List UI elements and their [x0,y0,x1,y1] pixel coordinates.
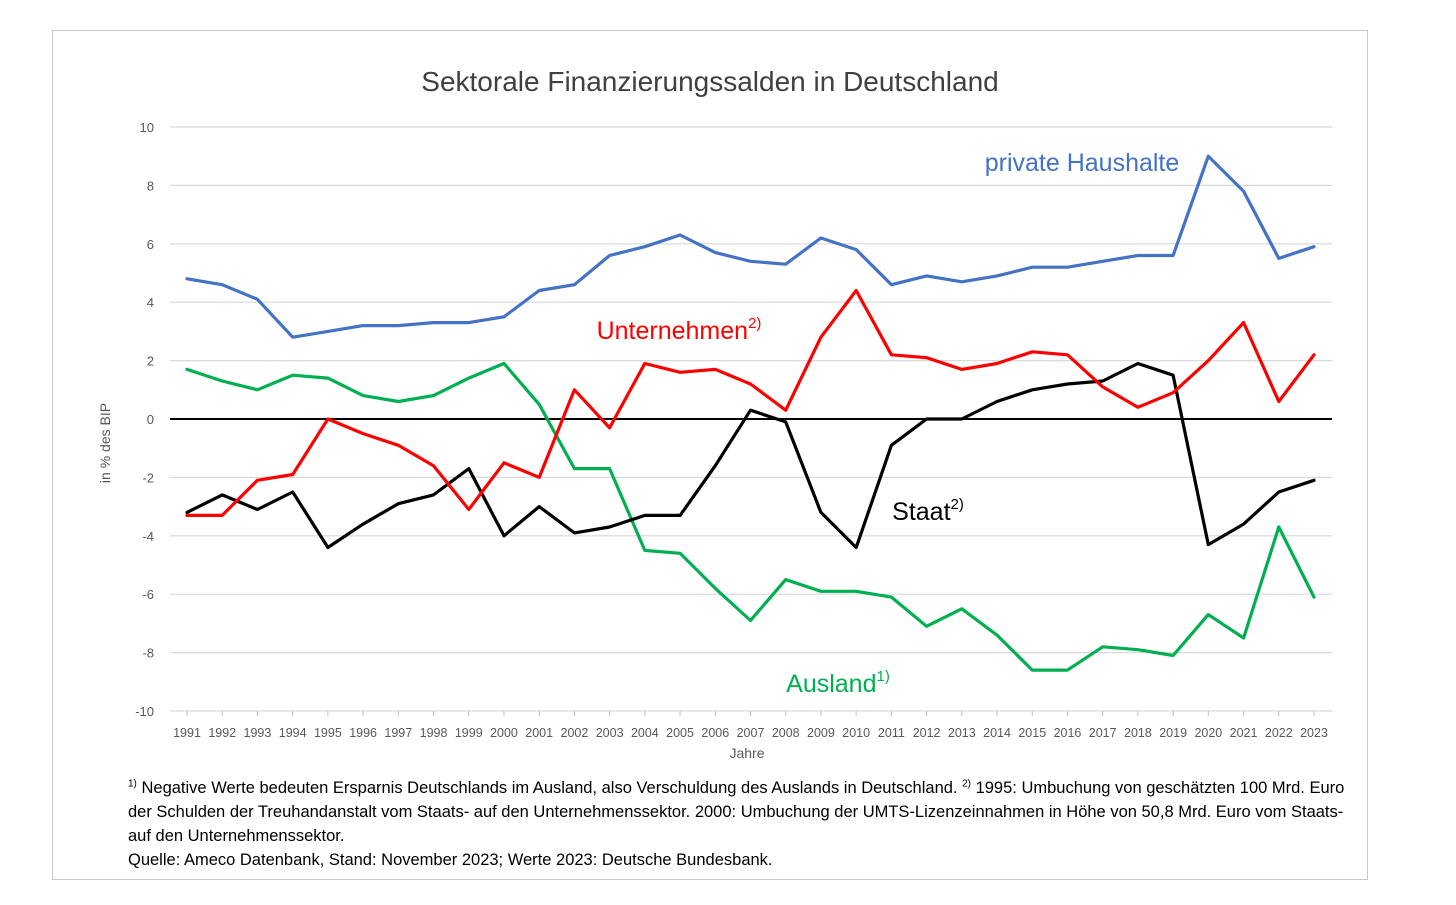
y-tick-label: -4 [142,529,154,544]
x-axis-label: Jahre [729,745,764,761]
x-tick-label: 2002 [561,726,589,740]
x-tick-label: 1991 [173,726,201,740]
x-tick-label: 1992 [208,726,236,740]
x-tick-label: 2012 [913,726,941,740]
series-line-ausland [185,361,1316,672]
footnote-source: Quelle: Ameco Datenbank, Stand: November… [128,851,773,869]
x-tick-label: 2018 [1124,726,1152,740]
x-tick-label: 2005 [666,726,694,740]
chart-frame [52,30,1368,880]
series-line-private-haushalte [185,154,1316,339]
x-tick-label: 2006 [701,726,729,740]
y-tick-label: 6 [147,237,154,252]
y-tick-label: -10 [135,704,154,719]
x-tick-label: 2021 [1230,726,1258,740]
footnote-marker-1: 1) [128,778,137,790]
x-tick-label: 2020 [1194,726,1222,740]
footnote-notes: 1) Negative Werte bedeuten Ersparnis Deu… [128,776,1348,848]
footnote-text-1: Negative Werte bedeuten Ersparnis Deutsc… [136,779,963,797]
y-tick-label: 0 [147,412,154,427]
footnote-text-2: 1995: Umbuchung von geschätzten 100 Mrd.… [128,779,1345,845]
series-label-staat: Staat2) [892,496,964,526]
x-tick-label: 2004 [631,726,659,740]
x-tick-label: 2015 [1018,726,1046,740]
y-tick-label: 2 [147,354,154,369]
y-tick-label: -2 [142,470,154,485]
x-tick-label: 2014 [983,726,1011,740]
y-axis-label: in % des BIP [97,403,113,483]
series-line-staat [185,361,1316,550]
x-tick-label: 1993 [244,726,272,740]
x-tick-label: 2007 [737,726,765,740]
x-tick-label: 1995 [314,726,342,740]
y-tick-label: 10 [140,120,154,135]
y-tick-label: -8 [142,646,154,661]
x-tick-label: 2023 [1300,726,1328,740]
chart-title: Sektorale Finanzierungssalden in Deutsch… [421,66,999,97]
footnote-marker-2: 2) [962,778,971,790]
x-tick-label: 2010 [842,726,870,740]
x-tick-label: 2022 [1265,726,1293,740]
y-tick-label: 8 [147,178,154,193]
x-tick-label: 2001 [525,726,553,740]
x-tick-label: 2011 [878,726,905,740]
x-tick-label: 2016 [1054,726,1082,740]
footnote: 1) Negative Werte bedeuten Ersparnis Deu… [128,776,1348,872]
y-tick-label: 4 [147,295,154,310]
x-tick-label: 2009 [807,726,835,740]
x-tick-label: 2003 [596,726,624,740]
x-tick-label: 1999 [455,726,483,740]
series-label-ausland: Ausland1) [786,668,890,698]
series-label-unternehmen: Unternehmen2) [597,315,762,345]
series-label-private-haushalte: private Haushalte [985,149,1180,177]
x-tick-label: 2000 [490,726,518,740]
x-tick-label: 1997 [384,726,412,740]
x-tick-label: 2008 [772,726,800,740]
x-tick-label: 1998 [420,726,448,740]
x-tick-label: 2013 [948,726,976,740]
x-tick-label: 2019 [1159,726,1187,740]
x-tick-label: 1994 [279,726,307,740]
x-tick-label: 2017 [1089,726,1117,740]
y-tick-label: -6 [142,587,154,602]
series-line-unternehmen [185,288,1316,518]
x-tick-label: 1996 [349,726,377,740]
